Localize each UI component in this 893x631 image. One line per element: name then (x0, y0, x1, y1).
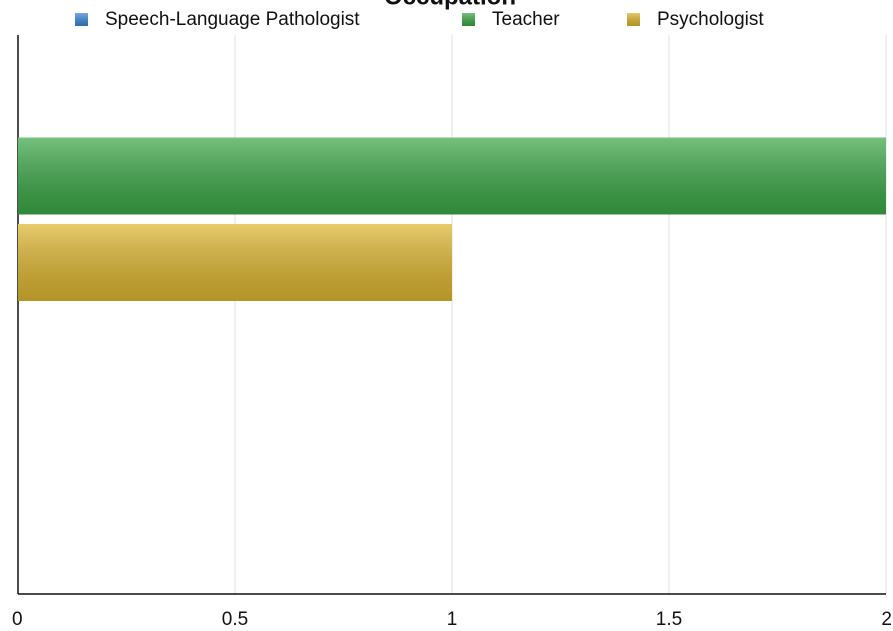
bar-shine (18, 137, 886, 215)
x-tick-label: 0.5 (222, 609, 248, 630)
legend-label: Teacher (492, 9, 560, 30)
x-tick-label: 1.5 (656, 609, 682, 630)
legend-swatch-shine (462, 13, 475, 26)
legend-label: Psychologist (657, 9, 764, 30)
legend-label: Speech-Language Pathologist (105, 9, 360, 30)
legend-swatch-shine (627, 13, 640, 26)
legend-swatch-shine (75, 13, 88, 26)
bar-shine (18, 224, 452, 301)
x-tick-label: 0 (12, 609, 23, 630)
x-tick-label: 1 (447, 609, 458, 630)
chart-title: Occupation (384, 0, 516, 10)
x-tick-label: 2 (881, 609, 892, 630)
